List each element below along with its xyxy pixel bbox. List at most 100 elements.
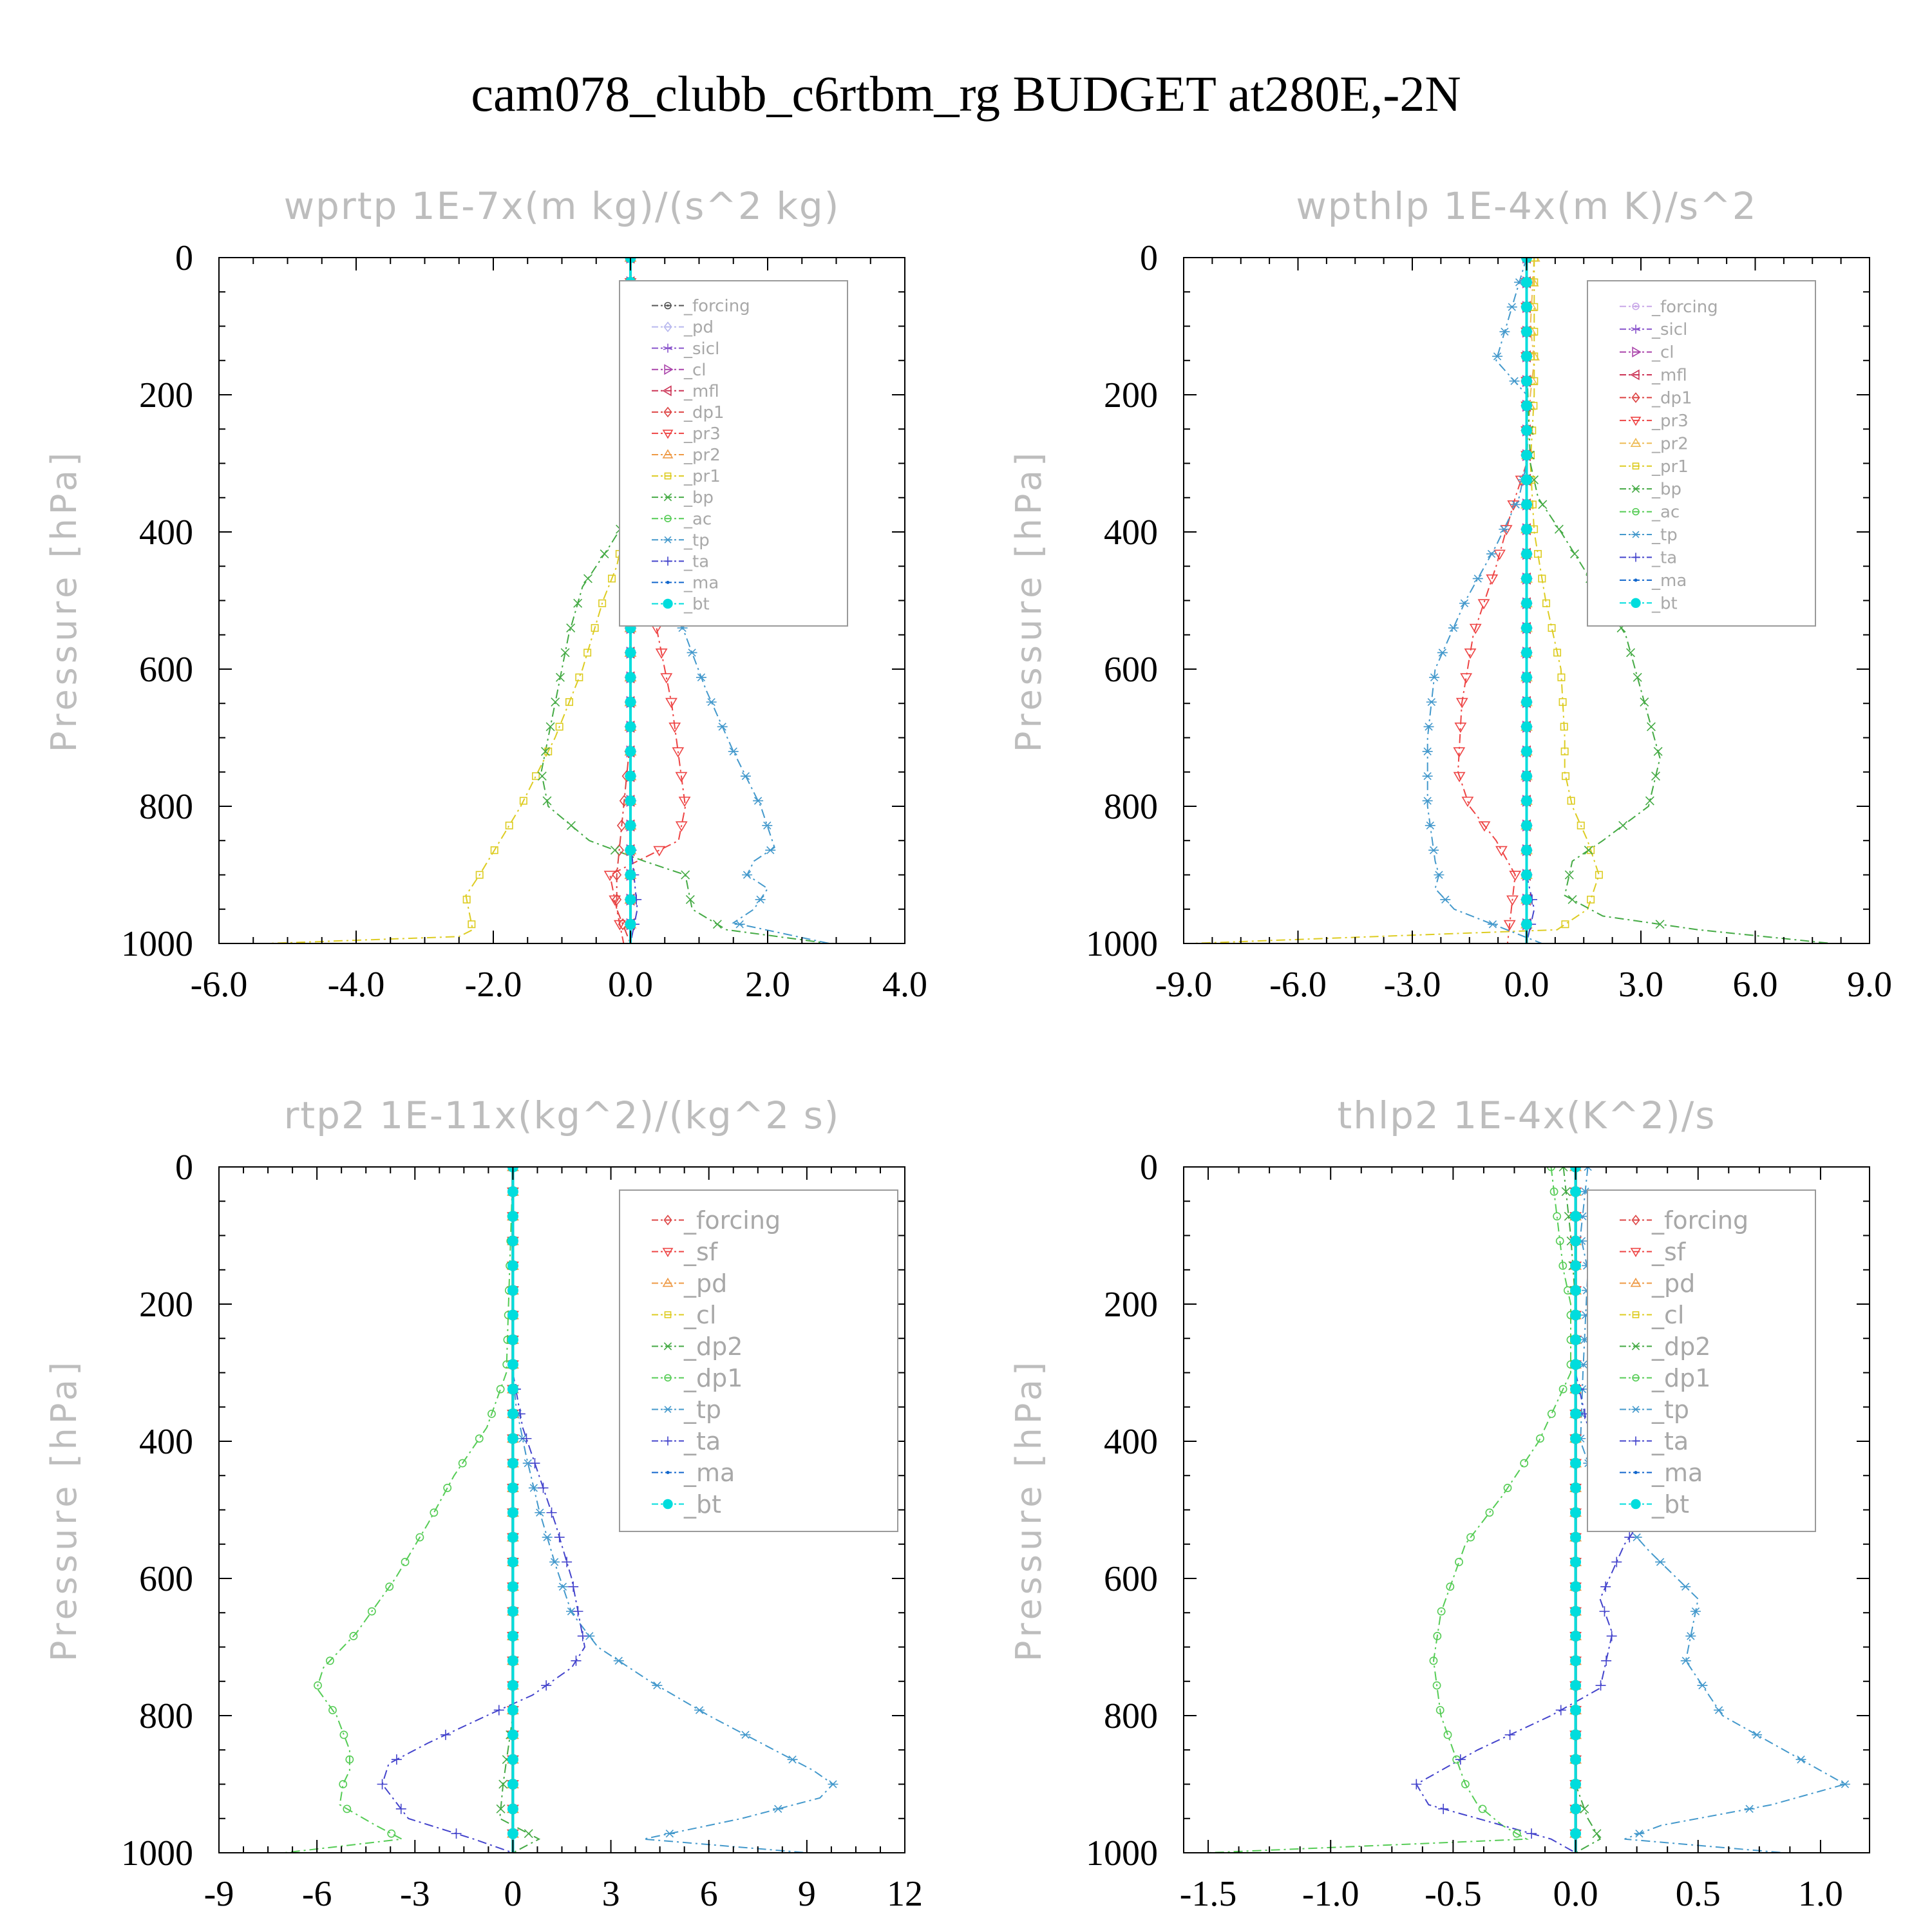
marker-point <box>507 1581 518 1593</box>
marker-point <box>1521 498 1532 510</box>
legend-marker <box>663 1499 673 1510</box>
legend-label: _dp1 <box>683 1364 743 1392</box>
legend-label: _ac <box>1651 503 1680 522</box>
marker-point <box>349 1632 358 1640</box>
marker-point <box>1697 1681 1708 1690</box>
legend-label: _tp <box>1651 1396 1689 1424</box>
marker-point <box>1521 524 1532 535</box>
legend-marker <box>663 1436 672 1446</box>
marker-point <box>1448 623 1459 632</box>
marker-point <box>1455 697 1468 708</box>
marker-point <box>507 1655 518 1667</box>
marker-point <box>1440 895 1451 904</box>
marker-point <box>1570 1680 1582 1691</box>
marker-point <box>1606 1631 1617 1642</box>
marker-point <box>507 1383 518 1395</box>
legend-label: _pr1 <box>683 467 721 486</box>
x-tick-label: 6.0 <box>1733 965 1778 1005</box>
y-tick-label: 1000 <box>1086 924 1158 964</box>
marker-point <box>616 819 627 832</box>
marker-point <box>507 1260 518 1271</box>
x-tick-label: -9.0 <box>1155 965 1213 1005</box>
marker-point <box>566 623 576 633</box>
legend-label: _pd <box>683 1269 727 1298</box>
legend: _forcing _sf _pd _cl _dp2 _dp1 _tp _ta _ma _bt <box>619 1189 898 1532</box>
marker-point <box>625 844 636 856</box>
marker-point <box>1570 1704 1582 1716</box>
marker-point <box>1521 276 1532 288</box>
marker-point <box>1564 870 1574 880</box>
legend-marker <box>666 1471 670 1474</box>
marker-point <box>1570 1655 1582 1667</box>
legend-item-pr2: _pr2 <box>652 446 721 465</box>
legend-marker <box>663 1215 672 1226</box>
marker-point <box>625 721 636 732</box>
marker-point <box>1509 871 1522 882</box>
y-tick-label: 400 <box>1104 513 1158 553</box>
legend-item-pr3: _pr3 <box>652 424 721 444</box>
marker-point <box>734 920 745 929</box>
legend-item-cl: _cl <box>652 1301 716 1329</box>
marker-point <box>1534 550 1542 558</box>
legend-marker <box>1632 1374 1640 1382</box>
marker-point <box>1633 672 1642 682</box>
y-tick-label: 600 <box>139 1559 193 1599</box>
x-tick-label: 12 <box>887 1874 923 1914</box>
marker-point <box>1570 1828 1582 1839</box>
marker-point <box>728 747 739 755</box>
marker-point <box>1461 1780 1470 1788</box>
series-group <box>1208 1167 1850 1853</box>
x-tick-label: -6.0 <box>1269 965 1327 1005</box>
legend: _forcing _sf _pd _cl _dp2 _dp1 _tp _ta _ma _bt <box>1587 1189 1816 1532</box>
marker-point <box>507 1507 518 1519</box>
y-tick-label: 1000 <box>121 924 193 964</box>
x-tick-label: 0.0 <box>1553 1874 1598 1914</box>
marker-point <box>468 920 476 929</box>
legend-marker <box>1632 346 1642 357</box>
marker-point <box>762 821 773 829</box>
series-line-pr3 <box>1457 258 1528 943</box>
marker-point <box>1555 1236 1564 1245</box>
marker-point <box>1437 1607 1446 1616</box>
marker-point <box>1580 1804 1589 1814</box>
marker-point <box>1506 895 1519 906</box>
marker-point <box>1536 1434 1544 1443</box>
legend-marker <box>1631 1342 1640 1350</box>
series-line-tp <box>1580 1167 1847 1853</box>
marker-point <box>1587 895 1595 904</box>
legend-label: _mfl <box>683 382 719 401</box>
marker-point <box>1521 770 1532 782</box>
legend-marker <box>664 1311 672 1318</box>
marker-point <box>1560 747 1569 755</box>
marker-point <box>1492 352 1503 361</box>
marker-point <box>1634 1830 1645 1838</box>
marker-point <box>1422 747 1433 755</box>
legend-label: _bt <box>1651 1490 1689 1519</box>
legend-marker <box>1631 1406 1640 1413</box>
marker-point <box>1558 1261 1567 1270</box>
y-axis-label: Pressure [hPa] <box>1009 449 1049 752</box>
legend-box <box>619 280 848 627</box>
marker-point <box>1521 400 1532 412</box>
y-tick-label: 0 <box>1140 238 1158 278</box>
marker-point <box>1521 548 1532 560</box>
marker-point <box>529 1458 540 1469</box>
legend-marker <box>662 1247 674 1258</box>
marker-point <box>542 1533 553 1542</box>
x-tick-label: 9 <box>798 1874 816 1914</box>
marker-point <box>1521 598 1532 609</box>
legend-item-bt: _bt <box>652 1490 721 1519</box>
marker-point <box>1521 622 1532 634</box>
legend-label: _pr1 <box>1651 457 1689 477</box>
legend-marker <box>664 364 674 375</box>
legend-marker <box>663 536 672 544</box>
marker-point <box>1584 846 1593 855</box>
series-group <box>284 1167 838 1853</box>
legend-label: _sicl <box>1651 320 1687 339</box>
legend-marker <box>662 430 674 439</box>
marker-point <box>1570 1359 1582 1370</box>
marker-point <box>1472 574 1483 583</box>
marker-point <box>740 772 751 781</box>
legend-item-tp: _tp <box>652 1396 721 1424</box>
marker-point <box>1435 1706 1444 1714</box>
